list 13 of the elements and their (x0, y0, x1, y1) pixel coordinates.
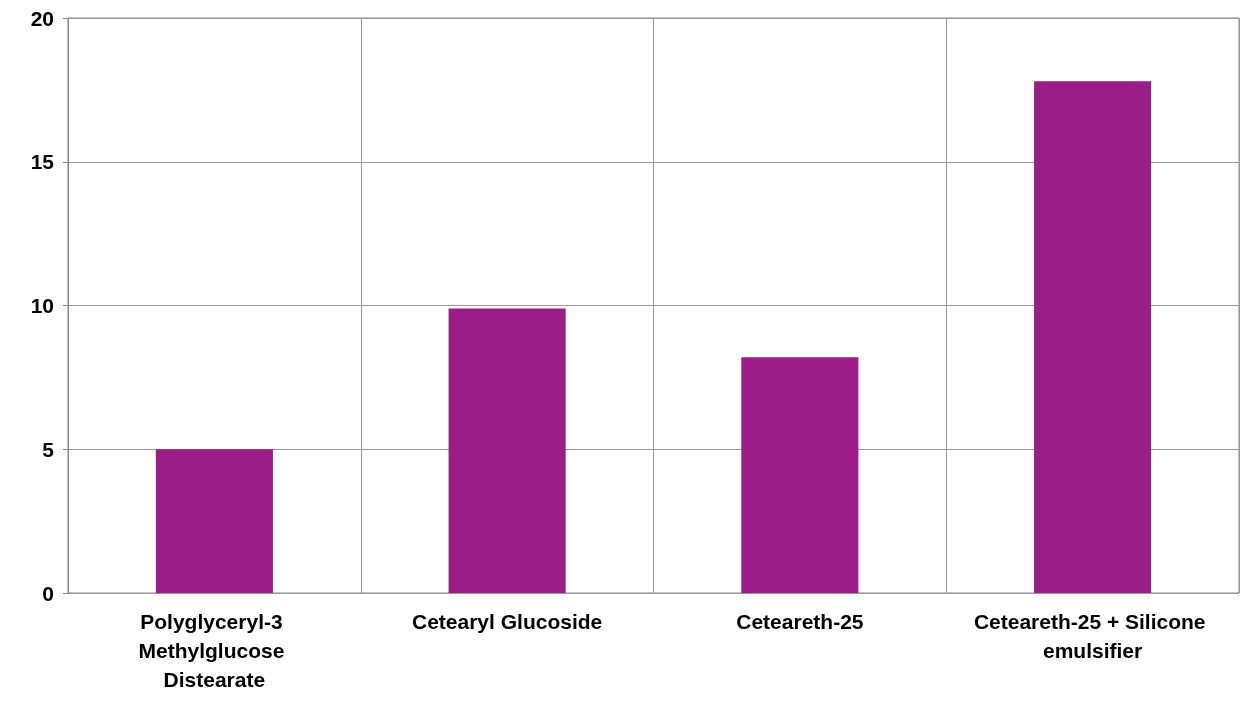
y-tick-label: 5 (42, 437, 55, 461)
bar (741, 357, 859, 593)
bar (155, 449, 273, 593)
y-tick-label: 10 (30, 294, 54, 317)
bar (1034, 81, 1152, 593)
x-tick-label: Cetearyl Glucoside (412, 610, 603, 633)
y-tick-label: 20 (30, 6, 54, 30)
bar (448, 308, 566, 593)
x-tick-label: Polyglyceryl-3 Methylglucose Distearate (138, 610, 291, 691)
y-tick-label: 0 (42, 581, 54, 605)
y-tick-label: 15 (30, 150, 55, 174)
x-tick-label: Ceteareth-25 + Silicone emulsifier (973, 610, 1212, 662)
x-tick-label: Ceteareth-25 (736, 610, 864, 633)
